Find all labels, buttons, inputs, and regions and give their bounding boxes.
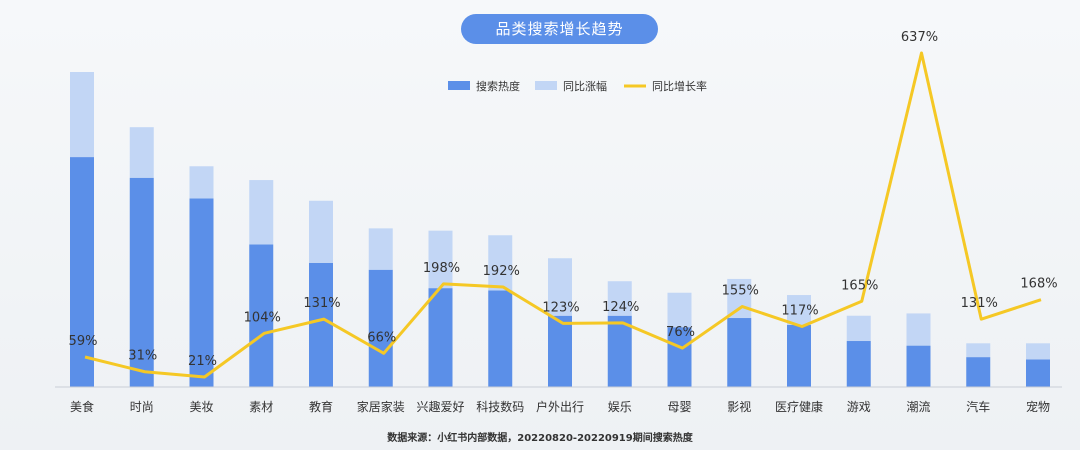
bar-heat-4 — [249, 244, 274, 387]
growth-label-15: 637% — [901, 30, 938, 45]
bar-yoy-16 — [966, 343, 991, 358]
growth-label-8: 192% — [483, 264, 520, 279]
bar-heat-6 — [368, 269, 393, 387]
growth-label-4: 104% — [244, 310, 281, 325]
bar-heat-10 — [607, 315, 632, 387]
bar-yoy-17 — [1026, 343, 1050, 360]
legend-item-3: 同比增长率 — [624, 79, 707, 93]
x-tick-5: 教育 — [309, 399, 333, 414]
growth-label-13: 117% — [781, 304, 818, 319]
bar-yoy-15 — [906, 313, 931, 346]
bars-layer — [70, 72, 1050, 387]
bar-heat-12 — [727, 318, 752, 387]
chart-title: 品类搜索增长趋势 — [461, 14, 658, 44]
bar-yoy-14 — [846, 315, 871, 342]
bar-yoy-11 — [667, 292, 692, 328]
growth-label-12: 155% — [722, 284, 759, 299]
growth-label-16: 131% — [961, 296, 998, 311]
bar-heat-14 — [846, 341, 871, 387]
bar-yoy-4 — [249, 180, 274, 245]
data-source-note: 数据来源：小红书内部数据，20220820-20220919期间搜索热度 — [387, 433, 693, 444]
bar-yoy-2 — [129, 127, 154, 178]
bar-heat-13 — [787, 324, 811, 387]
growth-label-3: 21% — [188, 354, 217, 369]
growth-label-9: 123% — [542, 300, 579, 315]
bar-yoy-1 — [70, 72, 94, 158]
bar-heat-1 — [70, 157, 94, 387]
bar-heat-3 — [189, 198, 214, 387]
growth-label-7: 198% — [423, 261, 460, 276]
growth-label-14: 165% — [841, 278, 878, 293]
bar-yoy-12 — [727, 278, 752, 319]
x-tick-10: 娱乐 — [608, 400, 632, 414]
bar-heat-8 — [488, 290, 513, 387]
bar-yoy-7 — [428, 230, 453, 289]
legend-item-1-label: 搜索热度 — [476, 79, 520, 93]
growth-line-layer — [84, 51, 1042, 379]
growth-label-5: 131% — [303, 296, 340, 311]
growth-label-1: 59% — [69, 334, 98, 349]
legend-item-2-label: 同比涨幅 — [563, 80, 607, 93]
bar-yoy-13 — [787, 295, 811, 325]
x-tick-14: 游戏 — [847, 400, 871, 414]
x-tick-12: 影视 — [727, 399, 751, 414]
bar-heat-7 — [428, 288, 453, 387]
x-tick-6: 家居家装 — [357, 399, 405, 414]
x-tick-labels: 美食 时尚 美妆 素材 教育 家居家装 兴趣爱好 科技数码 户外出行 娱乐 母婴 影视 医疗健康 游戏 潮流… — [70, 399, 1050, 414]
legend-item-1: 搜索热度 — [448, 79, 520, 93]
bar-heat-16 — [966, 357, 991, 387]
growth-rate-line — [84, 51, 1042, 379]
bar-heat-11 — [667, 327, 692, 387]
x-tick-3: 美妆 — [189, 400, 213, 414]
x-tick-2: 时尚 — [130, 400, 154, 414]
x-tick-17: 宠物 — [1026, 399, 1050, 414]
bar-yoy-8 — [488, 235, 513, 291]
x-tick-9: 户外出行 — [536, 399, 584, 414]
growth-label-10: 124% — [602, 300, 639, 315]
growth-label-17: 168% — [1020, 277, 1057, 292]
x-tick-16: 汽车 — [966, 399, 990, 414]
x-tick-11: 母婴 — [667, 400, 691, 414]
x-tick-1: 美食 — [70, 399, 94, 414]
legend: 搜索热度 同比涨幅 同比增长率 — [448, 79, 707, 93]
bar-yoy-9 — [548, 258, 572, 316]
legend-item-3-label: 同比增长率 — [652, 79, 707, 93]
bar-yoy-3 — [189, 166, 214, 199]
x-tick-13: 医疗健康 — [775, 399, 823, 414]
bar-heat-2 — [129, 177, 154, 387]
bar-yoy-6 — [368, 228, 393, 270]
x-tick-8: 科技数码 — [476, 399, 524, 414]
bar-heat-9 — [548, 315, 572, 387]
legend-item-1-swatch — [448, 81, 470, 90]
legend-item-2: 同比涨幅 — [535, 80, 607, 93]
growth-label-6: 66% — [367, 330, 396, 345]
bar-heat-5 — [309, 262, 333, 387]
x-tick-7: 兴趣爱好 — [416, 399, 464, 414]
bar-yoy-10 — [607, 281, 632, 316]
growth-label-11: 76% — [666, 325, 695, 340]
growth-label-2: 31% — [128, 349, 157, 364]
bar-heat-15 — [906, 345, 931, 387]
bar-yoy-5 — [309, 200, 333, 263]
x-tick-15: 潮流 — [906, 399, 930, 414]
legend-item-2-swatch — [535, 81, 557, 90]
x-tick-4: 素材 — [249, 400, 273, 414]
bar-heat-17 — [1026, 359, 1050, 387]
data-labels-layer: 59% 31% 21% 104% 131% 66% 198% 192% 123% 124% 76% 1… — [69, 30, 1058, 369]
